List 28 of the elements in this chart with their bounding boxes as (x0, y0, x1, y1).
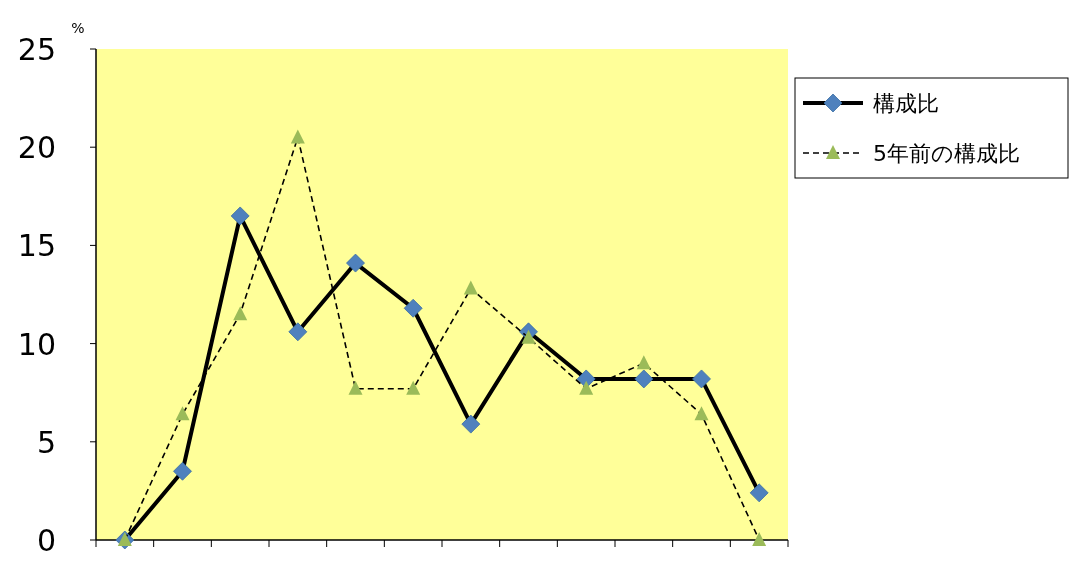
legend-label: 構成比 (873, 91, 939, 116)
point (749, 483, 769, 503)
point (288, 322, 308, 342)
y-tick-label: 15 (17, 228, 56, 264)
y-tick-label: 25 (17, 32, 56, 67)
point (463, 280, 478, 295)
point (233, 306, 248, 321)
point (173, 461, 192, 481)
point (636, 355, 651, 370)
point (692, 369, 711, 389)
point (290, 129, 305, 144)
y-tick-label: 5 (36, 424, 56, 460)
y-tick-label: 20 (17, 130, 56, 166)
point (403, 298, 423, 318)
point (346, 253, 365, 273)
point (175, 406, 190, 421)
y-tick-label: 0 (36, 523, 56, 558)
point (348, 380, 363, 395)
y-axis-title: % (71, 20, 85, 36)
point (230, 206, 250, 226)
point (634, 369, 654, 389)
point (406, 380, 421, 395)
point (461, 414, 481, 434)
point (752, 532, 767, 546)
legend-label: 5年前の構成比 (873, 141, 1020, 166)
point (579, 380, 594, 395)
point (694, 406, 709, 421)
y-tick-label: 10 (17, 326, 56, 362)
